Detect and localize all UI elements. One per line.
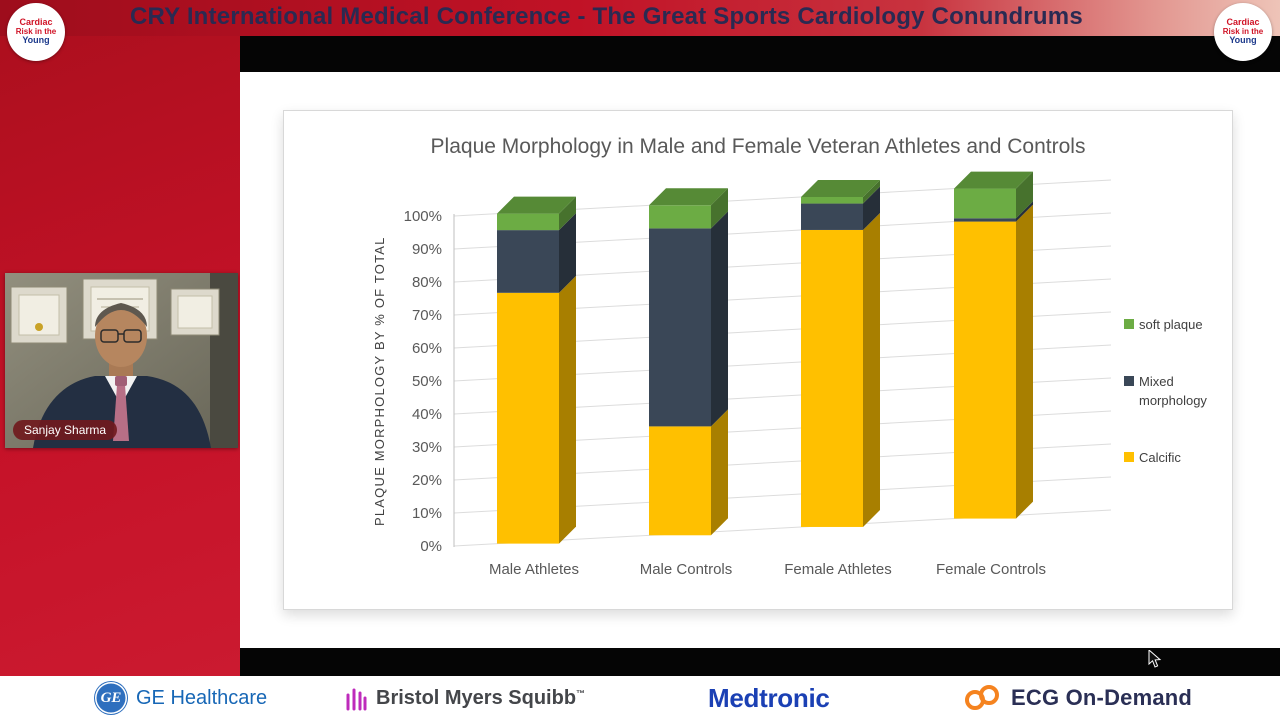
bar-segment-soft-plaque (954, 188, 1016, 219)
certificate-frames (10, 278, 220, 344)
legend-label: Calcific (1139, 449, 1181, 465)
slide-letterbox-bottom (240, 648, 1280, 677)
bar-segment-calcific (801, 229, 863, 527)
x-category-label: Female Athletes (784, 561, 892, 578)
slide-letterbox-top (240, 36, 1280, 72)
y-tick-label: 50% (412, 373, 442, 390)
y-tick-label: 60% (412, 340, 442, 357)
cry-logo-text: Cardiac (1226, 17, 1260, 28)
legend-item: Mixed morphology (1124, 373, 1224, 411)
bms-hand-icon (346, 688, 367, 711)
y-tick-label: 20% (412, 472, 442, 489)
bar-side-face (711, 211, 728, 427)
bar-side-face (863, 186, 880, 230)
shared-slide: Plaque Morphology in Male and Female Vet… (240, 72, 1280, 648)
chart-legend: soft plaque Mixed morphology Calcific (1124, 316, 1224, 467)
bar-segment-soft-plaque (497, 213, 559, 231)
y-tick-label: 30% (412, 439, 442, 456)
cry-logo-left: Cardiac Risk in the Young (7, 3, 65, 61)
conference-banner: CRY International Medical Conference - T… (0, 0, 1280, 36)
bar-top-face (649, 188, 728, 206)
ecg-on-demand-logo-text: ECG On-Demand (1011, 685, 1193, 710)
cry-logo-text: Cardiac (19, 17, 53, 28)
bar-top-face (954, 171, 1033, 189)
speaker-photo (5, 273, 238, 448)
y-tick-label: 0% (420, 538, 442, 555)
sponsor-medtronic: Medtronic (708, 676, 830, 720)
ge-monogram-icon: GE (95, 682, 127, 714)
bar-side-face (711, 188, 728, 229)
bar-side-face (711, 409, 728, 536)
chart-title: Plaque Morphology in Male and Female Vet… (430, 135, 1086, 158)
cry-logo-text: Young (22, 35, 50, 46)
legend-label: soft plaque (1139, 317, 1203, 332)
conference-title: CRY International Medical Conference - T… (130, 3, 1083, 30)
sponsor-ecg-on-demand: ECG On-Demand (962, 676, 1192, 720)
y-tick-label: 100% (404, 208, 442, 225)
legend-item: soft plaque (1124, 316, 1224, 335)
cry-logo-right: Cardiac Risk in the Young (1214, 3, 1272, 61)
speaker-name-badge: Sanjay Sharma (13, 420, 118, 440)
cry-logo-text: Young (1229, 35, 1257, 46)
y-tick-label: 10% (412, 505, 442, 522)
y-tick-label: 40% (412, 406, 442, 423)
ge-healthcare-logo-text: GE Healthcare (136, 686, 268, 709)
speaker-video-tile[interactable]: Sanjay Sharma (5, 273, 238, 448)
legend-swatch (1124, 319, 1134, 329)
bms-wordmark: Bristol Myers Squibb (376, 686, 577, 709)
legend-label: Mixed morphology (1139, 373, 1207, 408)
mouse-cursor-icon (1148, 650, 1162, 668)
bar-top-face (497, 196, 576, 214)
cry-logo-text: Risk in the (1222, 26, 1264, 36)
bar-segment-soft-plaque (649, 205, 711, 229)
bar-side-face (863, 212, 880, 527)
glasses-icon (100, 329, 142, 343)
bar-side-face (863, 179, 880, 204)
bar-segment-calcific (497, 292, 559, 544)
person-silhouette (33, 303, 211, 448)
x-category-label: Female Controls (936, 561, 1046, 578)
stacked-bar-chart: 0% 10% 20% 30% 40% 50% 60% 70% 80% 90% 100% Male At… (404, 171, 1112, 578)
y-tick-label: 70% (412, 307, 442, 324)
bar-side-face (1016, 201, 1033, 222)
bms-logo-text: Bristol Myers Squibb™ (376, 687, 585, 710)
bar-segment-mixed-morphology (497, 230, 559, 293)
cry-logo-text: Risk in the (15, 26, 57, 36)
sponsor-bar: GE GE Healthcare Bristol Myers Squibb™ M… (0, 676, 1280, 720)
bar-side-face (1016, 204, 1033, 519)
bar-side-face (1016, 171, 1033, 219)
legend-swatch (1124, 375, 1134, 386)
bar-top-face (801, 179, 880, 197)
y-tick-label: 90% (412, 241, 442, 258)
x-category-label: Male Controls (640, 561, 733, 578)
chart-panel: Plaque Morphology in Male and Female Vet… (283, 110, 1233, 610)
x-category-label: Male Athletes (489, 561, 579, 578)
bar-side-face (559, 196, 576, 231)
bar-segment-soft-plaque (801, 196, 863, 204)
bar-segment-mixed-morphology (954, 218, 1016, 222)
bar-segment-mixed-morphology (801, 203, 863, 230)
bar-segment-mixed-morphology (649, 228, 711, 427)
legend-item: Calcific (1124, 449, 1224, 468)
sponsor-bristol-myers-squibb: Bristol Myers Squibb™ (345, 676, 585, 720)
bar-segment-calcific (649, 426, 711, 536)
bms-trademark: ™ (576, 687, 586, 698)
legend-swatch (1124, 451, 1134, 462)
y-tick-label: 80% (412, 274, 442, 291)
sponsor-ge-healthcare: GE GE Healthcare (95, 676, 267, 720)
bar-side-face (559, 275, 576, 544)
bar-side-face (559, 213, 576, 293)
medtronic-logo-text: Medtronic (708, 682, 830, 713)
bar-segment-calcific (954, 221, 1016, 519)
ecg-on-demand-icon (965, 685, 999, 710)
